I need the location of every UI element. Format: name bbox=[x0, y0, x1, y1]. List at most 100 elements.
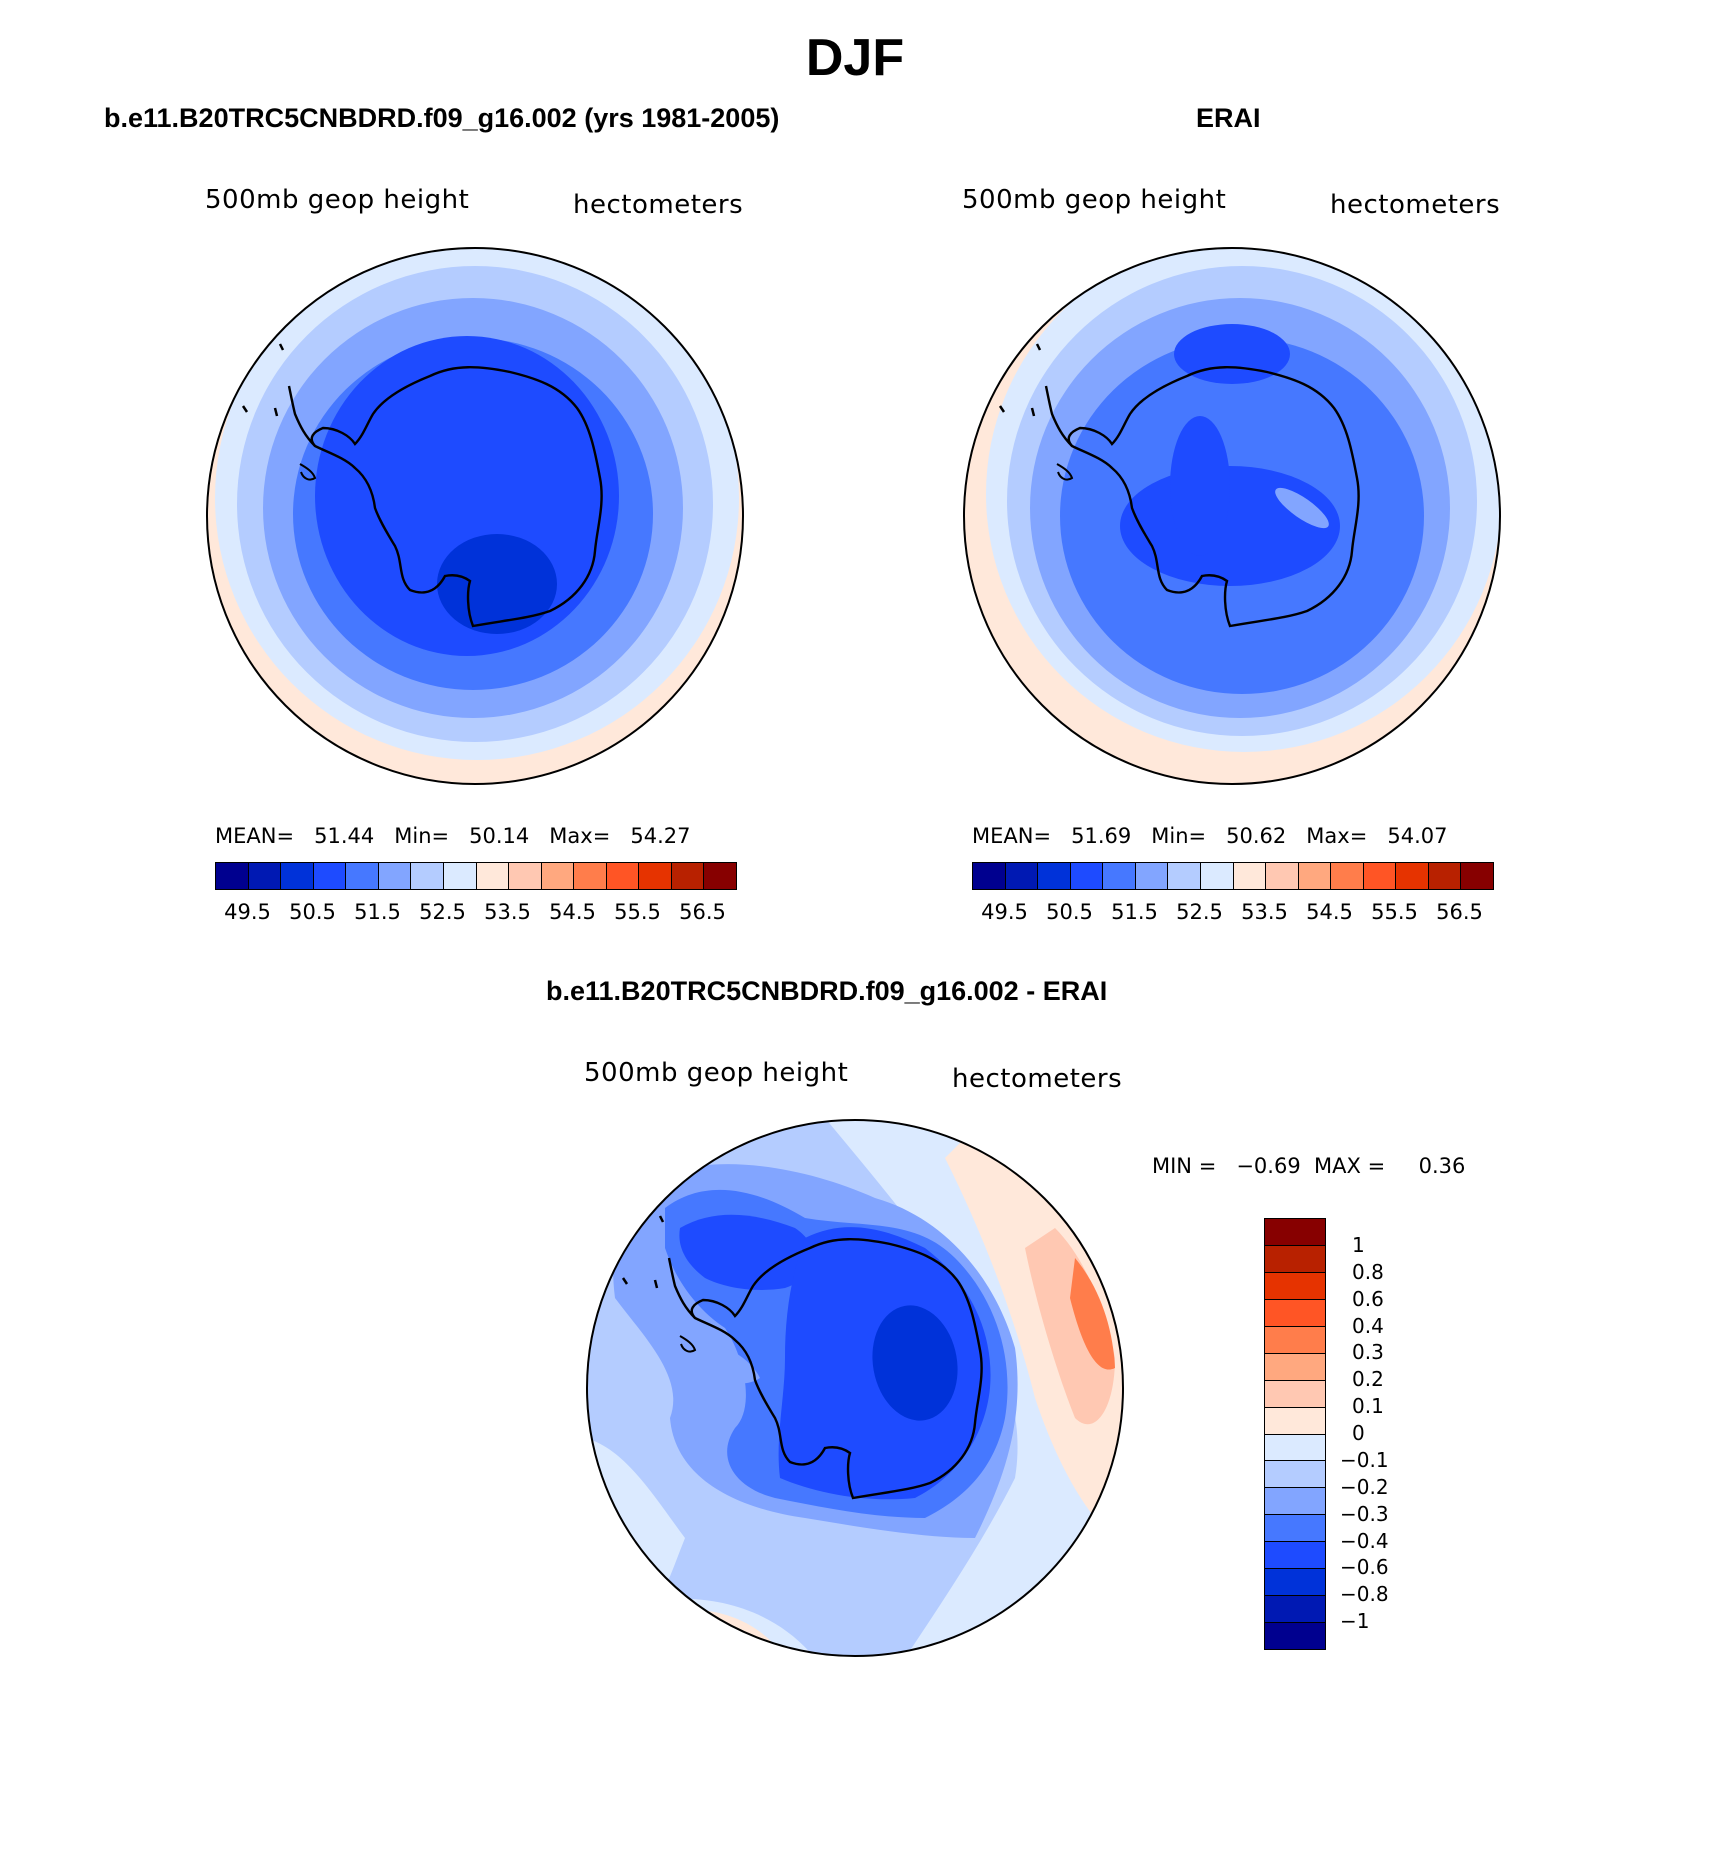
obs-polar-map bbox=[962, 246, 1502, 786]
diff-min-value: −0.69 bbox=[1236, 1154, 1301, 1178]
model-min-label: Min= bbox=[394, 824, 450, 848]
obs-min-label: Min= bbox=[1151, 824, 1207, 848]
obs-colorbar-label: 50.5 bbox=[1046, 900, 1093, 924]
model-colorbar-label: 52.5 bbox=[419, 900, 466, 924]
model-colorbar-swatch bbox=[671, 863, 705, 889]
model-units-label: hectometers bbox=[573, 190, 744, 220]
diff-colorbar-label: −0.4 bbox=[1340, 1528, 1389, 1553]
obs-colorbar-swatch bbox=[1461, 863, 1493, 889]
diff-colorbar-label: −0.2 bbox=[1340, 1474, 1389, 1499]
diff-colorbar-label: 0.1 bbox=[1352, 1394, 1384, 1419]
model-colorbar-swatch bbox=[378, 863, 412, 889]
diff-colorbar-swatch bbox=[1265, 1596, 1325, 1624]
obs-colorbar-label: 53.5 bbox=[1241, 900, 1288, 924]
diff-colorbar-label: −0.8 bbox=[1340, 1582, 1389, 1607]
model-colorbar-swatch bbox=[281, 863, 314, 889]
diff-colorbar bbox=[1264, 1218, 1326, 1650]
model-colorbar-labels: 49.5 50.5 51.5 52.5 53.5 54.5 55.5 56.5 bbox=[215, 900, 735, 924]
model-colorbar-label: 50.5 bbox=[289, 900, 336, 924]
model-colorbar-swatch bbox=[541, 863, 575, 889]
diff-colorbar-label: −0.1 bbox=[1340, 1447, 1389, 1472]
obs-stats: MEAN= 51.69 Min= 50.62 Max= 54.07 bbox=[972, 824, 1447, 848]
obs-min-value: 50.62 bbox=[1226, 824, 1287, 848]
model-colorbar-label: 55.5 bbox=[614, 900, 661, 924]
diff-colorbar-label: −1 bbox=[1340, 1609, 1370, 1634]
obs-colorbar-label: 55.5 bbox=[1371, 900, 1418, 924]
obs-colorbar-swatch bbox=[1103, 863, 1136, 889]
obs-max-value: 54.07 bbox=[1387, 824, 1448, 848]
obs-colorbar-swatch bbox=[1396, 863, 1429, 889]
diff-max-value: 0.36 bbox=[1418, 1154, 1466, 1178]
obs-colorbar-label: 56.5 bbox=[1436, 900, 1483, 924]
diff-colorbar-label: 1 bbox=[1352, 1232, 1365, 1257]
diff-colorbar-swatch bbox=[1265, 1407, 1325, 1435]
diff-colorbar-label: 0.4 bbox=[1352, 1313, 1384, 1338]
diff-colorbar-labels: 1 0.8 0.6 0.4 0.3 0.2 0.1 0 −0.1 −0.2 −0.3 −0.4 −0.6… bbox=[1340, 1218, 1420, 1648]
diff-colorbar-swatch bbox=[1265, 1380, 1325, 1408]
diff-colorbar-swatch bbox=[1265, 1219, 1325, 1246]
diff-colorbar-swatch bbox=[1265, 1488, 1325, 1516]
model-colorbar-label: 49.5 bbox=[224, 900, 271, 924]
obs-mean-label: MEAN= bbox=[972, 824, 1052, 848]
obs-panel-title: ERAI bbox=[1196, 103, 1261, 133]
diff-colorbar-swatch bbox=[1265, 1623, 1325, 1649]
antarctica-coastline bbox=[310, 366, 603, 628]
diff-colorbar-swatch bbox=[1265, 1272, 1325, 1300]
diff-colorbar-label: 0.3 bbox=[1352, 1340, 1384, 1365]
model-panel-title: b.e11.B20TRC5CNBDRD.f09_g16.002 (yrs 198… bbox=[104, 103, 780, 133]
obs-colorbar-swatch bbox=[1200, 863, 1234, 889]
model-colorbar-swatch bbox=[346, 863, 379, 889]
model-colorbar-swatch bbox=[574, 863, 607, 889]
model-colorbar-swatch bbox=[248, 863, 282, 889]
diff-colorbar-swatch bbox=[1265, 1326, 1325, 1354]
diff-colorbar-label: 0 bbox=[1352, 1421, 1365, 1445]
model-max-label: Max= bbox=[549, 824, 611, 848]
obs-variable-label: 500mb geop height bbox=[962, 185, 1227, 215]
diff-panel-title: b.e11.B20TRC5CNBDRD.f09_g16.002 - ERAI bbox=[546, 976, 1108, 1006]
obs-colorbar bbox=[972, 862, 1494, 890]
obs-colorbar-labels: 49.5 50.5 51.5 52.5 53.5 54.5 55.5 56.5 bbox=[972, 900, 1492, 924]
obs-colorbar-swatch bbox=[1331, 863, 1364, 889]
obs-colorbar-swatch bbox=[1233, 863, 1267, 889]
model-colorbar-swatch bbox=[509, 863, 542, 889]
diff-colorbar-swatch bbox=[1265, 1353, 1325, 1381]
model-colorbar-swatch bbox=[443, 863, 477, 889]
obs-colorbar-swatch bbox=[973, 863, 1006, 889]
model-colorbar-swatch bbox=[639, 863, 672, 889]
obs-colorbar-swatch bbox=[1363, 863, 1397, 889]
diff-colorbar-label: −0.6 bbox=[1340, 1555, 1389, 1580]
diff-colorbar-swatch bbox=[1265, 1299, 1325, 1327]
obs-colorbar-label: 52.5 bbox=[1176, 900, 1223, 924]
diff-colorbar-swatch bbox=[1265, 1434, 1325, 1462]
model-mean-label: MEAN= bbox=[215, 824, 295, 848]
model-colorbar-swatch bbox=[704, 863, 736, 889]
diff-colorbar-swatch bbox=[1265, 1542, 1325, 1570]
diff-colorbar-swatch bbox=[1265, 1515, 1325, 1543]
model-colorbar-swatch bbox=[216, 863, 249, 889]
model-mean-value: 51.44 bbox=[314, 824, 375, 848]
diff-colorbar-swatch bbox=[1265, 1245, 1325, 1273]
diff-units-label: hectometers bbox=[952, 1064, 1123, 1094]
obs-colorbar-swatch bbox=[1266, 863, 1299, 889]
model-colorbar-swatch bbox=[606, 863, 640, 889]
obs-colorbar-label: 54.5 bbox=[1306, 900, 1353, 924]
diff-colorbar-label: 0.2 bbox=[1352, 1367, 1384, 1392]
obs-colorbar-swatch bbox=[1168, 863, 1201, 889]
model-polar-map bbox=[205, 246, 745, 786]
antarctica-coastline bbox=[1067, 366, 1360, 628]
obs-max-label: Max= bbox=[1306, 824, 1368, 848]
model-colorbar bbox=[215, 862, 737, 890]
model-colorbar-swatch bbox=[411, 863, 444, 889]
antarctic-peninsula bbox=[287, 385, 316, 447]
obs-colorbar-swatch bbox=[1135, 863, 1169, 889]
obs-colorbar-swatch bbox=[1038, 863, 1071, 889]
diff-max-label: MAX = bbox=[1314, 1154, 1386, 1178]
model-colorbar-label: 53.5 bbox=[484, 900, 531, 924]
diff-polar-map bbox=[585, 1118, 1125, 1658]
model-colorbar-label: 54.5 bbox=[549, 900, 596, 924]
model-colorbar-swatch bbox=[476, 863, 510, 889]
model-colorbar-label: 51.5 bbox=[354, 900, 401, 924]
obs-colorbar-swatch bbox=[1428, 863, 1462, 889]
obs-colorbar-label: 51.5 bbox=[1111, 900, 1158, 924]
obs-units-label: hectometers bbox=[1330, 190, 1501, 220]
